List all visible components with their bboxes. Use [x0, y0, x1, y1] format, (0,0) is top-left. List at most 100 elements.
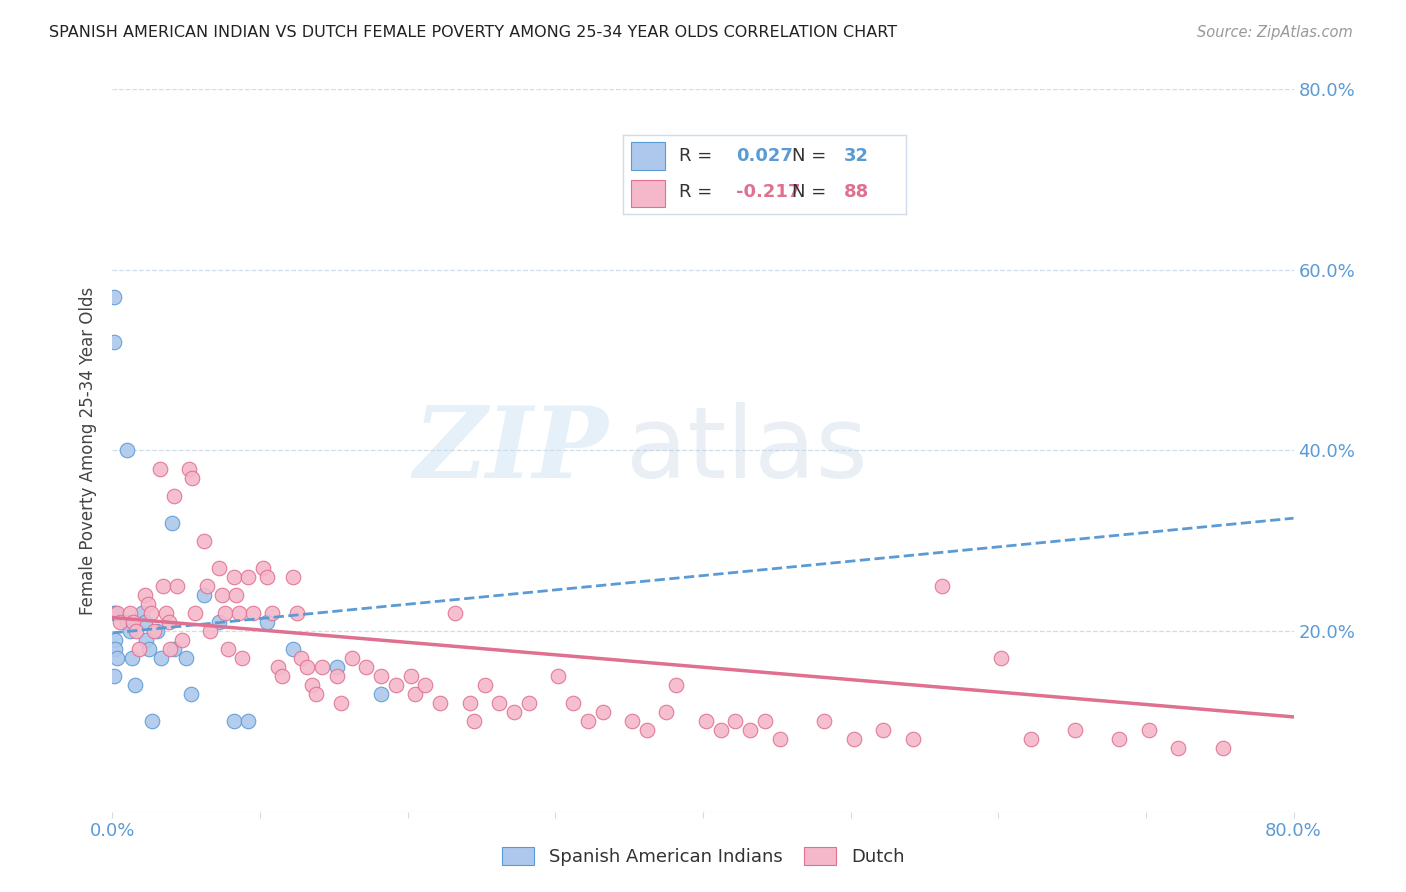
Point	[385, 678, 408, 692]
Point	[211, 588, 233, 602]
Point	[103, 669, 125, 683]
Point	[301, 678, 323, 692]
Point	[104, 642, 127, 657]
Point	[340, 651, 363, 665]
Point	[184, 606, 207, 620]
Point	[621, 714, 644, 729]
Point	[503, 706, 526, 720]
Point	[267, 660, 290, 674]
Point	[157, 615, 180, 629]
Point	[260, 606, 283, 620]
Point	[404, 687, 426, 701]
Point	[108, 615, 131, 629]
Point	[242, 606, 264, 620]
Point	[1167, 741, 1189, 756]
Point	[142, 624, 165, 639]
Point	[636, 723, 658, 738]
Point	[222, 570, 245, 584]
Point	[990, 651, 1012, 665]
Point	[710, 723, 733, 738]
Point	[131, 606, 153, 620]
Point	[576, 714, 599, 729]
Point	[104, 606, 127, 620]
Point	[134, 615, 156, 629]
Point	[122, 615, 145, 629]
Point	[125, 624, 148, 639]
Point	[170, 633, 193, 648]
Point	[214, 606, 236, 620]
Point	[724, 714, 747, 729]
Point	[120, 624, 142, 639]
Text: N =: N =	[793, 147, 832, 165]
Point	[311, 660, 333, 674]
Text: R =: R =	[679, 147, 718, 165]
Point	[356, 660, 378, 674]
Point	[105, 606, 128, 620]
Point	[740, 723, 762, 738]
Point	[150, 651, 173, 665]
Point	[651, 172, 673, 186]
Point	[458, 697, 481, 711]
Point	[256, 570, 278, 584]
Point	[281, 642, 304, 657]
Point	[326, 669, 349, 683]
Point	[444, 606, 467, 620]
Point	[238, 714, 260, 729]
Point	[655, 706, 678, 720]
Point	[271, 669, 294, 683]
Text: -0.217: -0.217	[735, 183, 800, 202]
Point	[931, 579, 953, 593]
Point	[103, 334, 125, 349]
Point	[399, 669, 422, 683]
Text: Source: ZipAtlas.com: Source: ZipAtlas.com	[1197, 25, 1353, 40]
Point	[135, 633, 157, 648]
Point	[160, 516, 183, 530]
Point	[120, 606, 142, 620]
Point	[179, 461, 201, 475]
Point	[225, 588, 247, 602]
Point	[117, 443, 138, 458]
Point	[208, 561, 231, 575]
Point	[370, 669, 392, 683]
Point	[517, 697, 540, 711]
Point	[330, 697, 353, 711]
Point	[222, 714, 245, 729]
Point	[163, 489, 186, 503]
Point	[754, 714, 776, 729]
Point	[1108, 732, 1130, 747]
Point	[252, 561, 274, 575]
Point	[136, 597, 159, 611]
Point	[181, 470, 204, 484]
Y-axis label: Female Poverty Among 25-34 Year Olds: Female Poverty Among 25-34 Year Olds	[79, 286, 97, 615]
Point	[901, 732, 924, 747]
Legend: Spanish American Indians, Dutch: Spanish American Indians, Dutch	[492, 838, 914, 875]
Point	[488, 697, 510, 711]
Point	[562, 697, 585, 711]
Point	[695, 714, 717, 729]
Point	[103, 290, 125, 304]
Text: SPANISH AMERICAN INDIAN VS DUTCH FEMALE POVERTY AMONG 25-34 YEAR OLDS CORRELATIO: SPANISH AMERICAN INDIAN VS DUTCH FEMALE …	[49, 25, 897, 40]
Point	[117, 615, 138, 629]
Point	[121, 651, 143, 665]
Point	[193, 533, 215, 548]
Text: 32: 32	[844, 147, 869, 165]
Text: 88: 88	[844, 183, 869, 202]
Point	[592, 706, 614, 720]
Point	[415, 678, 437, 692]
Point	[174, 651, 197, 665]
Point	[326, 660, 349, 674]
Point	[146, 624, 169, 639]
Point	[1064, 723, 1087, 738]
Point	[159, 642, 181, 657]
Point	[290, 651, 312, 665]
Point	[208, 615, 231, 629]
Point	[105, 651, 128, 665]
Point	[256, 615, 278, 629]
Point	[285, 606, 308, 620]
Point	[149, 461, 172, 475]
Point	[231, 651, 253, 665]
Point	[152, 579, 174, 593]
Point	[134, 588, 156, 602]
Point	[463, 714, 485, 729]
Point	[195, 579, 218, 593]
